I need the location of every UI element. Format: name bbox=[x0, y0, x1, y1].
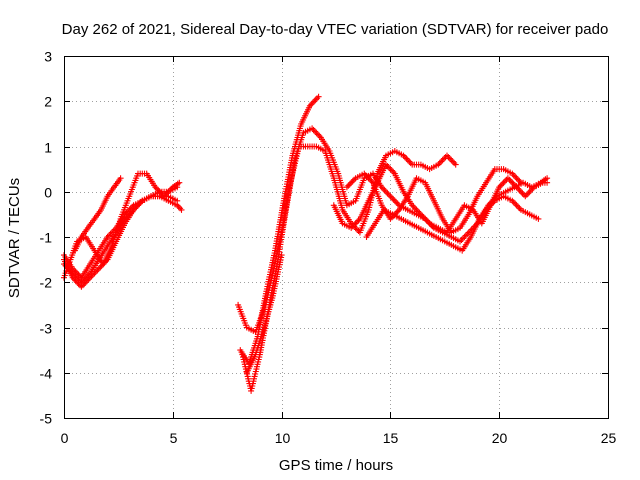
axis-ticks: 0 5 10 15 20 25 -5 -4 -3 -2 -1 0 1 2 3 bbox=[40, 49, 617, 447]
chart-title: Day 262 of 2021, Sidereal Day-to-day VTE… bbox=[62, 21, 609, 38]
x-tick-label: 10 bbox=[275, 430, 291, 446]
y-tick-label: 1 bbox=[44, 140, 52, 156]
series-satellite-track-11 bbox=[343, 166, 524, 236]
series-satellite-track-12 bbox=[363, 175, 551, 254]
data-point-markers bbox=[363, 175, 551, 254]
y-tick-label: -4 bbox=[40, 366, 53, 382]
y-tick-label: 0 bbox=[44, 185, 52, 201]
y-tick-label: -1 bbox=[40, 230, 53, 246]
x-tick-label: 0 bbox=[61, 430, 69, 446]
series-satellite-track-5 bbox=[71, 175, 124, 254]
x-tick-label: 15 bbox=[383, 430, 399, 446]
y-tick-label: 2 bbox=[44, 94, 52, 110]
y-tick-label: -3 bbox=[40, 321, 53, 337]
plot-frame bbox=[64, 56, 609, 419]
plot-area bbox=[61, 93, 551, 394]
y-tick-label: -2 bbox=[40, 275, 53, 291]
y-tick-label: 3 bbox=[44, 49, 52, 65]
x-tick-label: 5 bbox=[170, 430, 178, 446]
x-tick-label: 25 bbox=[601, 430, 617, 446]
y-tick-label: -5 bbox=[40, 411, 53, 427]
data-point-markers bbox=[243, 252, 285, 376]
data-point-markers bbox=[71, 175, 124, 254]
x-tick-label: 20 bbox=[492, 430, 508, 446]
series-satellite-track-9 bbox=[243, 252, 285, 376]
y-axis-label: SDTVAR / TECUs bbox=[6, 178, 23, 298]
x-axis-label: GPS time / hours bbox=[279, 457, 393, 474]
series-satellite-track-7 bbox=[237, 93, 322, 367]
data-point-markers bbox=[237, 93, 322, 367]
